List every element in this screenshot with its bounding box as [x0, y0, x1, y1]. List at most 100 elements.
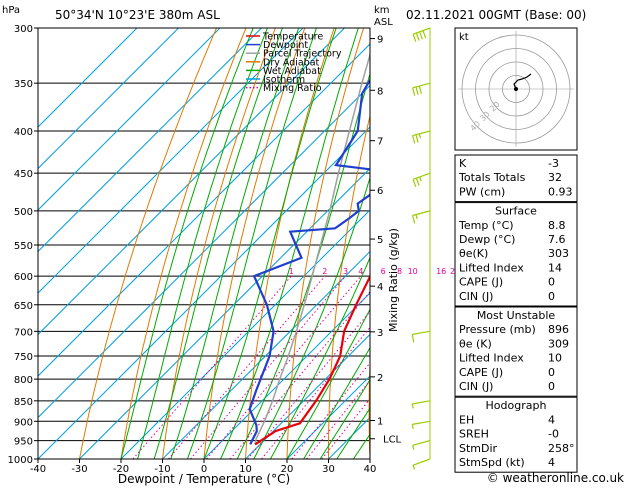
mixing-ratio-label: 6 [381, 267, 386, 276]
table-row-label: CAPE (J) [459, 276, 503, 289]
temperature-tick-label: -30 [71, 464, 87, 475]
table-row-label: Dewp (°C) [459, 233, 515, 246]
table-row-value: 14 [548, 261, 562, 274]
temperature-tick-label: -40 [30, 464, 46, 475]
pressure-tick-label: 350 [14, 79, 33, 90]
wind-barb-flag [423, 31, 426, 38]
copyright-label: © weatheronline.co.uk [487, 471, 624, 485]
wind-barb-shaft [413, 28, 430, 34]
wind-barb-shaft [413, 441, 430, 446]
pressure-tick-label: 550 [14, 241, 33, 252]
table-row-label: θe (K) [459, 337, 492, 350]
pressure-tick-label: 650 [14, 301, 33, 312]
x-axis-label: Dewpoint / Temperature (°C) [118, 472, 290, 486]
wind-barb-shaft [413, 459, 430, 465]
table-title: Surface [495, 205, 537, 218]
table-row-value: -0 [548, 428, 559, 441]
height-tick-label: 2 [377, 373, 383, 384]
wind-barb-flag [419, 86, 421, 94]
wind-barb-flag [419, 134, 420, 138]
lcl-label: LCL [383, 435, 402, 446]
table-title: Hodograph [486, 399, 547, 412]
dry-adiabat-line [589, 28, 620, 459]
table-row-label: CIN (J) [459, 380, 493, 393]
table-row-value: 0 [548, 290, 555, 303]
table-row-label: Lifted Index [459, 261, 524, 274]
pressure-tick-label: 850 [14, 397, 33, 408]
table-row-label: SREH [459, 428, 489, 441]
table-row-label: Pressure (mb) [459, 323, 536, 336]
mixing-ratio-label: 10 [408, 267, 418, 276]
wind-barb-flag [412, 404, 413, 409]
table-row-value: 10 [548, 352, 562, 365]
wind-barb-flag [413, 88, 415, 96]
wet-adiabat-line [121, 28, 253, 459]
temperature-tick-label: 30 [322, 464, 335, 475]
table-row-value: 303 [548, 247, 569, 260]
hodograph-unit-label: kt [459, 32, 469, 43]
height-tick-label: 1 [377, 417, 383, 428]
asl-unit-label: ASL [374, 17, 393, 28]
table-row-label: EH [459, 413, 474, 426]
pressure-tick-label: 400 [14, 127, 33, 138]
wet-adiabat-line [138, 28, 268, 459]
table-row-value: 0 [548, 276, 555, 289]
isotherm-line [0, 28, 220, 459]
wind-barb-shaft [413, 83, 430, 88]
wind-barbs [412, 28, 430, 469]
mixing-ratio-label: 1 [289, 267, 294, 276]
height-tick-label: 6 [377, 186, 383, 197]
legend-entry: Mixing Ratio [263, 83, 322, 94]
wind-barb-shaft [413, 131, 430, 136]
pressure-tick-label: 600 [14, 272, 33, 283]
table-row-label: θe(K) [459, 247, 488, 260]
km-unit-label: km [374, 5, 390, 16]
dry-adiabat-line [622, 28, 629, 459]
table-row-value: 258° [548, 442, 575, 455]
height-tick-label: 5 [377, 235, 383, 246]
wind-barb-flag [416, 87, 418, 95]
wind-barb-shaft [412, 401, 430, 404]
table-title: Most Unstable [477, 309, 556, 322]
wind-barb-shaft [412, 331, 430, 334]
dry-adiabat-line [80, 28, 217, 459]
isotherm-line [0, 28, 386, 459]
table-row-value: 309 [548, 337, 569, 350]
mixing-ratio-label: 16 [436, 267, 446, 276]
mixing-ratio-line [168, 276, 324, 459]
table-row-value: 0 [548, 380, 555, 393]
table-row-value: 32 [548, 171, 562, 184]
mixing-ratio-label: 4 [358, 267, 363, 276]
table-row-value: 4 [548, 456, 555, 469]
wind-barb-flag [413, 179, 416, 187]
location-label: 50°34'N 10°23'E 380m ASL [55, 8, 220, 22]
mixing-ratio-line [248, 276, 400, 459]
hodograph-storm-marker [514, 87, 518, 91]
wind-barb-flag [413, 465, 415, 469]
wind-barb-flag [420, 32, 423, 40]
hpa-unit-label: hPa [2, 5, 20, 16]
wind-barb-flag [413, 34, 416, 42]
isotherm-line [38, 28, 469, 459]
height-tick-label: 8 [377, 86, 383, 97]
wind-barb-flag [416, 178, 419, 186]
pressure-tick-label: 800 [14, 375, 33, 386]
mixing-ratio-label: 2 [322, 267, 327, 276]
wind-barb-flag [412, 424, 413, 428]
datetime-label: 02.11.2021 00GMT (Base: 00) [406, 8, 586, 22]
wind-barb-flag [416, 33, 419, 41]
pressure-tick-label: 750 [14, 352, 33, 363]
table-row-label: CAPE (J) [459, 366, 503, 379]
pressure-axis: 3003504004505005506006507007508008509009… [8, 24, 38, 466]
wind-barb-flag [413, 216, 415, 224]
pressure-tick-label: 450 [14, 169, 33, 180]
mixing-ratio-labels: 12346810162025 [289, 267, 475, 276]
table-row-value: 7.6 [548, 233, 566, 246]
wind-barb-flag [412, 334, 413, 342]
pressure-tick-label: 900 [14, 417, 33, 428]
pressure-tick-label: 500 [14, 207, 33, 218]
table-row-value: -3 [548, 157, 559, 170]
wind-barb-flag [416, 135, 418, 143]
table-row-value: 0.93 [548, 185, 573, 198]
